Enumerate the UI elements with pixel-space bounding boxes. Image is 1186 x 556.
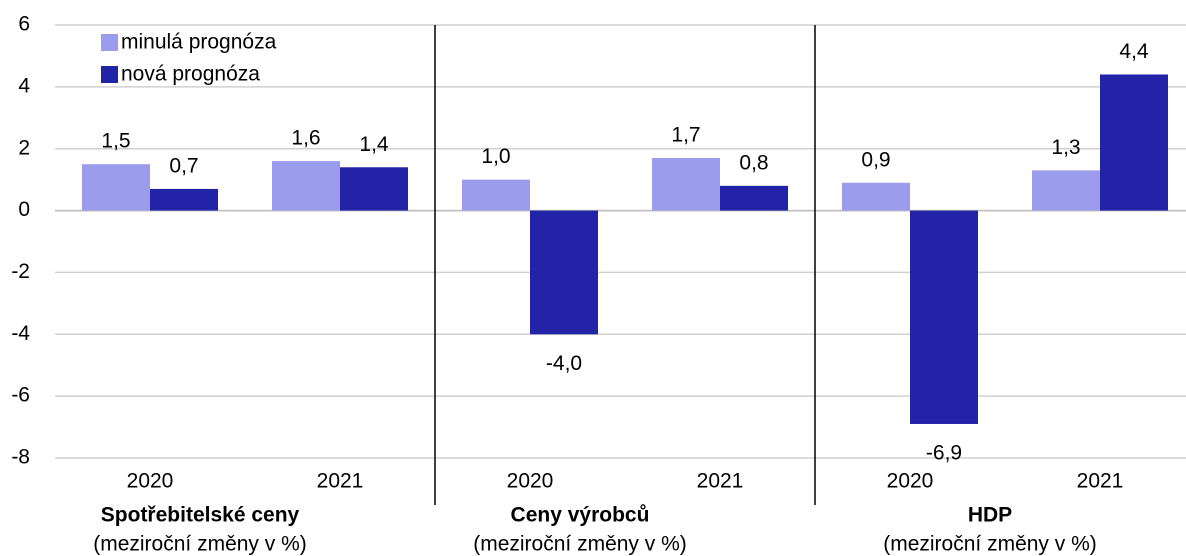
value-label: -4,0: [546, 352, 582, 375]
x-tick-label: 2021: [1077, 470, 1124, 493]
y-tick-label: -8: [11, 446, 30, 469]
bar: [1032, 170, 1100, 211]
bar: [272, 161, 340, 211]
group-subtitle: (meziroční změny v %): [883, 533, 1097, 556]
value-label: 4,4: [1119, 40, 1149, 63]
value-label: 1,5: [101, 130, 130, 153]
y-tick-label: 0: [18, 198, 30, 221]
bar: [910, 210, 978, 424]
y-tick-label: 4: [18, 74, 30, 97]
bar: [720, 185, 788, 211]
legend-swatch: [101, 66, 118, 83]
x-tick-label: 2020: [127, 470, 174, 493]
y-tick-label: -6: [11, 384, 30, 407]
legend-swatch: [101, 34, 118, 51]
bar: [340, 167, 408, 211]
value-label: 0,9: [861, 148, 890, 171]
bar: [462, 179, 530, 211]
group-title: Spotřebitelské ceny: [101, 504, 300, 527]
y-tick-label: -4: [11, 322, 30, 345]
x-tick-label: 2020: [507, 470, 554, 493]
y-tick-label: 2: [18, 136, 30, 159]
bar: [150, 188, 218, 211]
x-tick-label: 2021: [697, 470, 744, 493]
value-label: 0,7: [169, 154, 198, 177]
legend-label: nová prognóza: [121, 63, 260, 86]
bar: [652, 157, 720, 211]
group-subtitle: (meziroční změny v %): [473, 533, 687, 556]
group-subtitle: (meziroční změny v %): [93, 533, 307, 556]
bar: [1100, 74, 1168, 211]
value-label: 1,7: [671, 124, 700, 147]
x-tick-label: 2020: [887, 470, 934, 493]
group-title: HDP: [968, 504, 1012, 527]
value-label: 1,6: [291, 127, 320, 150]
y-tick-label: -2: [11, 260, 30, 283]
value-label: 1,0: [481, 145, 510, 168]
bar: [842, 182, 910, 211]
x-tick-label: 2021: [317, 470, 364, 493]
group-title: Ceny výrobců: [511, 504, 650, 527]
value-label: 1,4: [359, 133, 389, 156]
bar: [530, 210, 598, 335]
value-label: 1,3: [1051, 136, 1080, 159]
bar: [82, 164, 150, 211]
value-label: 0,8: [739, 151, 768, 174]
legend-label: minulá prognóza: [121, 31, 277, 54]
y-tick-label: 6: [18, 13, 30, 36]
value-label: -6,9: [926, 442, 962, 465]
